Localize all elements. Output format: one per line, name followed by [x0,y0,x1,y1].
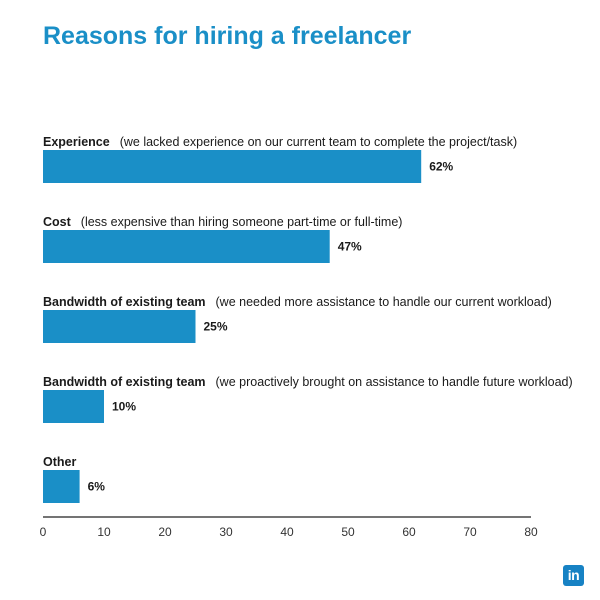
bars-layer: Experience (we lacked experience on our c… [43,135,573,503]
x-tick-label: 10 [97,525,111,539]
value-label: 47% [338,240,362,254]
value-label: 6% [88,480,106,494]
bar [43,390,104,423]
category-label: Bandwidth of existing team (we needed mor… [43,295,552,309]
category-label: Bandwidth of existing team (we proactivel… [43,375,573,389]
bar [43,230,330,263]
x-tick-label: 30 [219,525,233,539]
category-name: Bandwidth of existing team [43,295,206,309]
x-axis: 0 10 20 30 40 50 60 70 80 [40,516,538,539]
category-detail: (we lacked experience on our current tea… [120,135,517,149]
x-tick-label: 80 [524,525,538,539]
bar [43,310,196,343]
x-tick-label: 0 [40,525,47,539]
bar [43,470,80,503]
category-detail: (we proactively brought on assistance to… [216,375,573,389]
x-tick-label: 20 [158,525,172,539]
x-tick-label: 50 [341,525,355,539]
category-name: Bandwidth of existing team [43,375,206,389]
value-label: 10% [112,400,136,414]
category-name: Cost [43,215,72,229]
linkedin-icon: in [563,565,584,586]
bar [43,150,422,183]
x-tick-label: 40 [280,525,294,539]
value-label: 25% [204,320,228,334]
category-label: Experience (we lacked experience on our c… [43,135,517,149]
category-name: Other [43,455,76,469]
category-label: Cost (less expensive than hiring someone … [43,215,402,229]
x-tick-label: 60 [402,525,416,539]
chart-title: Reasons for hiring a freelancer [43,22,412,50]
value-label: 62% [429,160,453,174]
category-detail: (less expensive than hiring someone part… [81,215,403,229]
category-label: Other [43,455,76,469]
category-name: Experience [43,135,110,149]
category-detail: (we needed more assistance to handle our… [216,295,552,309]
x-tick-label: 70 [463,525,477,539]
